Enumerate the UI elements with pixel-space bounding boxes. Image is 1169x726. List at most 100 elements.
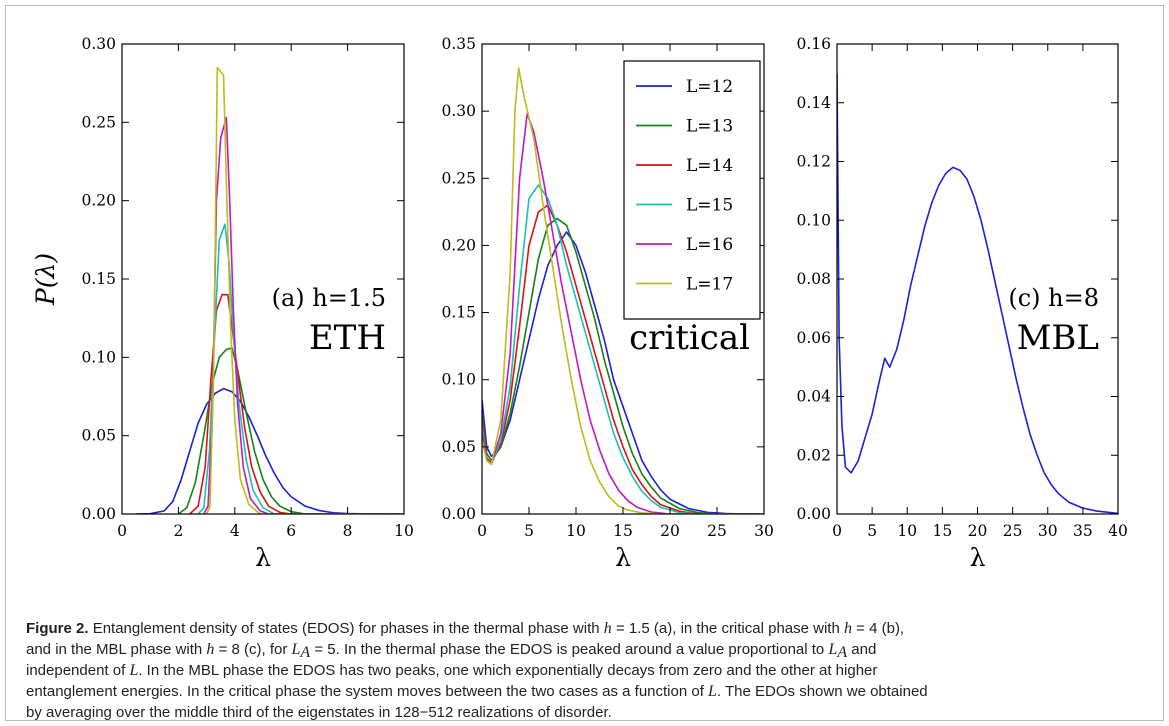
legend: L=12 L=13 L=14 L=15 L=16 L=17: [623, 60, 761, 320]
x-tick-label: 30: [1038, 522, 1058, 540]
x-tick-label: 0: [477, 522, 487, 540]
figure-plots: 0 2 4 6 8 10 0.00 0.05 0.10 0.15 0.20 0.25 0.30 λ P(λ)…: [31, 35, 1128, 572]
x-axis-label: λ: [970, 543, 986, 572]
x-tick-label: 35: [1073, 522, 1093, 540]
series-group: [837, 73, 1118, 514]
x-tick-label: 20: [968, 522, 988, 540]
figure-frame: 0 2 4 6 8 10 0.00 0.05 0.10 0.15 0.20 0.25 0.30 λ P(λ)…: [5, 5, 1164, 721]
caption-text: = 8 (c), for: [214, 641, 292, 658]
panel-c: 0 5 10 15 20 25 30 35 40 0.00 0.02 0.04 0.06 0.08 0.10…: [796, 35, 1127, 572]
x-tick-label: 10: [394, 522, 414, 540]
y-tick-label: 0.00: [796, 505, 831, 523]
legend-label: L=16: [686, 235, 733, 255]
x-tick-label: 40: [1108, 522, 1128, 540]
x-tick-label: 10: [897, 522, 917, 540]
caption-var: L: [708, 683, 717, 700]
series-line-l12: [482, 231, 764, 514]
y-tick-label: 0.10: [441, 371, 476, 389]
x-tick-label: 25: [1003, 522, 1023, 540]
y-tick-label: 0.15: [441, 304, 476, 322]
x-tick-label: 8: [343, 522, 353, 540]
caption-text: and: [847, 641, 877, 658]
series-line-l17: [205, 66, 404, 514]
y-tick-label: 0.25: [81, 113, 116, 131]
y-axis-label: P(λ): [31, 253, 60, 306]
panel-annotation-phase: MBL: [1017, 318, 1099, 358]
panel-annotation-phase: critical: [629, 318, 750, 358]
x-tick-label: 4: [230, 522, 240, 540]
y-tick-label: 0.05: [441, 438, 476, 456]
series-line-l13: [482, 217, 764, 514]
caption-var: L: [828, 641, 838, 658]
legend-label: L=15: [686, 196, 733, 216]
y-tick-label: 0.35: [441, 35, 476, 53]
legend-label: L=14: [686, 156, 733, 176]
x-tick-label: 10: [566, 522, 586, 540]
series-line-l15: [197, 223, 404, 514]
y-tick-label: 0.20: [441, 236, 476, 254]
caption-var: L: [291, 641, 301, 658]
legend-box: [623, 60, 761, 320]
caption-var: h: [206, 641, 215, 658]
series-line-l14: [482, 204, 764, 514]
y-tick-label: 0.30: [81, 35, 116, 53]
y-tick-label: 0.20: [81, 192, 116, 210]
y-tick-label: 0.16: [796, 35, 831, 53]
caption-var: L: [129, 662, 139, 679]
legend-label: L=12: [686, 77, 733, 97]
y-tick-label: 0.00: [441, 505, 476, 523]
y-tick-label: 0.08: [796, 270, 831, 288]
caption-sub: A: [300, 644, 311, 661]
series-line-l16: [203, 116, 404, 514]
caption-sub: A: [837, 644, 848, 661]
axes-frame: [121, 43, 405, 515]
x-tick-label: 15: [613, 522, 633, 540]
y-tick-label: 0.04: [796, 388, 831, 406]
caption-text: Entanglement density of states (EDOS) fo…: [92, 620, 600, 637]
caption-text: = 4 (b),: [852, 620, 905, 637]
caption-text: = 1.5 (a), in the critical phase with: [611, 620, 844, 637]
panel-a: 0 2 4 6 8 10 0.00 0.05 0.10 0.15 0.20 0.25 0.30 λ P(λ)…: [31, 35, 414, 572]
caption-text: and in the MBL phase with: [26, 641, 207, 658]
x-tick-label: 25: [707, 522, 727, 540]
series-line-l15: [482, 184, 764, 514]
y-tick-label: 0.25: [441, 169, 476, 187]
caption-text: by averaging over the middle third of th…: [26, 704, 612, 721]
legend-label: L=17: [686, 275, 733, 295]
panel-annotation-label: (c) h=8: [1008, 284, 1099, 312]
x-tick-label: 20: [660, 522, 680, 540]
x-axis-label: λ: [615, 543, 631, 572]
caption-var: h: [844, 620, 852, 637]
x-tick-label: 0: [832, 522, 842, 540]
legend-label: L=13: [686, 117, 733, 137]
series-line-l12: [837, 73, 1118, 514]
y-tick-label: 0.10: [796, 211, 831, 229]
panel-annotation-label: (a) h=1.5: [272, 284, 386, 312]
y-tick-label: 0.00: [81, 505, 116, 523]
series-group: [136, 66, 404, 514]
x-tick-label: 15: [933, 522, 953, 540]
caption-text: independent of: [26, 662, 130, 679]
caption-var: h: [603, 620, 612, 637]
y-tick-label: 0.02: [796, 446, 831, 464]
x-tick-label: 30: [754, 522, 774, 540]
y-tick-label: 0.14: [796, 94, 831, 112]
x-tick-label: 5: [524, 522, 534, 540]
x-tick-label: 0: [117, 522, 127, 540]
caption-text: entanglement energies. In the critical p…: [26, 683, 709, 700]
caption-text: = 5. In the thermal phase the EDOS is pe…: [310, 641, 829, 658]
y-tick-label: 0.06: [796, 329, 831, 347]
caption-label: Figure 2.: [26, 620, 89, 637]
axes-frame: [836, 43, 1119, 515]
caption-text: . In the MBL phase the EDOS has two peak…: [138, 662, 878, 679]
panel-b: 0 5 10 15 20 25 30 0.00 0.05 0.10 0.15 0.20 0.25 0.30…: [441, 35, 773, 572]
panel-annotation-phase: ETH: [309, 318, 386, 358]
y-tick-label: 0.05: [81, 427, 116, 445]
y-tick-label: 0.30: [441, 102, 476, 120]
x-tick-label: 2: [173, 522, 183, 540]
series-line-l16: [482, 113, 764, 514]
figure-caption: Figure 2. Entanglement density of states…: [26, 618, 1146, 723]
x-tick-label: 6: [286, 522, 296, 540]
y-tick-label: 0.10: [81, 348, 116, 366]
x-tick-label: 5: [867, 522, 877, 540]
